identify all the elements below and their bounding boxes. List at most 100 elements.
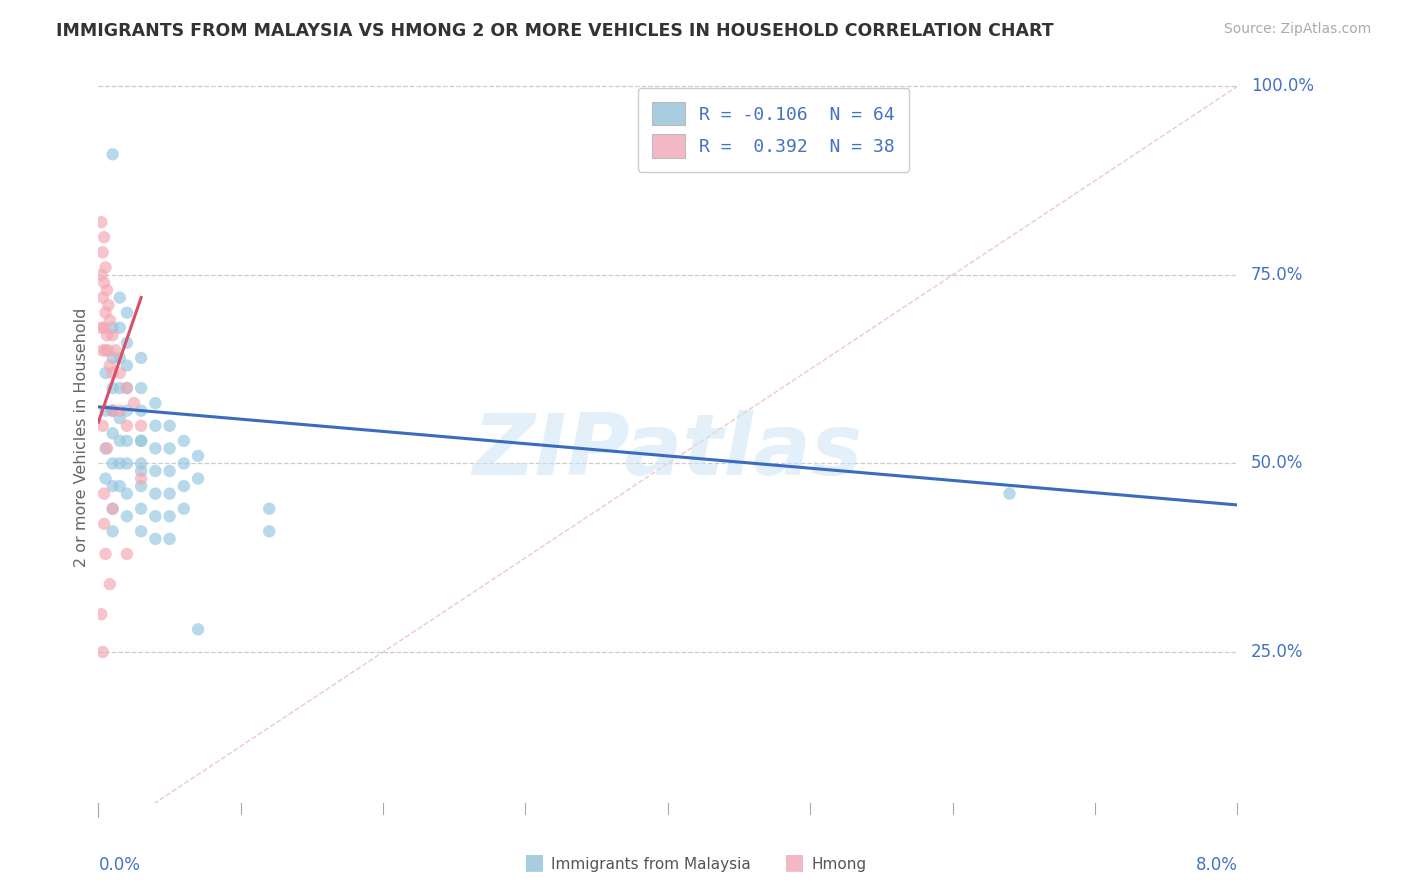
Text: IMMIGRANTS FROM MALAYSIA VS HMONG 2 OR MORE VEHICLES IN HOUSEHOLD CORRELATION CH: IMMIGRANTS FROM MALAYSIA VS HMONG 2 OR M… (56, 22, 1054, 40)
Point (93, 516, 115, 531)
Point (101, 479, 124, 493)
Text: 8.0%: 8.0% (1195, 855, 1237, 873)
Point (94, 343, 117, 358)
Point (108, 403, 131, 417)
Point (97, 298, 120, 312)
Point (90, 320, 112, 334)
Point (173, 501, 195, 516)
Point (104, 343, 127, 358)
Point (259, 501, 281, 516)
Point (94, 306, 117, 320)
Point (98, 577, 121, 591)
Point (115, 547, 138, 561)
Point (101, 320, 124, 334)
Point (115, 381, 138, 395)
Point (108, 479, 131, 493)
Point (93, 486, 115, 500)
Point (159, 509, 181, 524)
Point (108, 434, 131, 448)
Point (129, 501, 152, 516)
Point (108, 320, 131, 334)
Point (93, 276, 115, 290)
Point (115, 509, 138, 524)
Text: ZIPatlas: ZIPatlas (472, 410, 863, 493)
Point (101, 366, 124, 380)
Point (98, 359, 121, 373)
Point (91, 343, 114, 358)
Point (115, 403, 138, 417)
Point (159, 486, 181, 500)
Point (187, 471, 209, 485)
Point (145, 396, 167, 410)
Point (94, 471, 117, 485)
Point (129, 524, 152, 539)
Point (101, 501, 124, 516)
Point (96, 328, 118, 343)
Point (122, 396, 145, 410)
Point (115, 335, 138, 350)
Point (129, 403, 152, 417)
Point (173, 479, 195, 493)
Point (187, 623, 209, 637)
Point (94, 547, 117, 561)
Point (94, 442, 117, 456)
Point (187, 449, 209, 463)
Point (101, 328, 124, 343)
Point (115, 381, 138, 395)
Point (101, 351, 124, 365)
Point (129, 457, 152, 471)
Point (129, 479, 152, 493)
Point (101, 403, 124, 417)
Point (159, 464, 181, 478)
Point (159, 532, 181, 546)
Text: Immigrants from Malaysia: Immigrants from Malaysia (551, 857, 751, 872)
Point (145, 532, 167, 546)
Point (129, 418, 152, 433)
Text: 25.0%: 25.0% (1251, 643, 1303, 661)
Point (115, 418, 138, 433)
Point (101, 501, 124, 516)
Text: 2 or more Vehicles in Household: 2 or more Vehicles in Household (75, 308, 90, 566)
Point (259, 524, 281, 539)
Point (91, 245, 114, 260)
Point (145, 418, 167, 433)
Text: Hmong: Hmong (811, 857, 866, 872)
Point (173, 434, 195, 448)
Point (101, 147, 124, 161)
Point (159, 418, 181, 433)
Point (101, 524, 124, 539)
Point (101, 457, 124, 471)
Point (145, 442, 167, 456)
Point (90, 607, 112, 622)
Point (93, 320, 115, 334)
Point (159, 442, 181, 456)
Point (91, 418, 114, 433)
Point (108, 457, 131, 471)
Point (93, 230, 115, 244)
Point (97, 343, 120, 358)
Point (90, 268, 112, 282)
Point (129, 434, 152, 448)
Point (129, 434, 152, 448)
Point (115, 486, 138, 500)
Point (115, 359, 138, 373)
Point (145, 464, 167, 478)
Point (129, 471, 152, 485)
Point (108, 366, 131, 380)
Text: ■: ■ (524, 853, 544, 872)
Point (108, 351, 131, 365)
Point (94, 260, 117, 275)
Point (91, 645, 114, 659)
Text: 0.0%: 0.0% (98, 855, 141, 873)
Text: 50.0%: 50.0% (1251, 454, 1303, 473)
Point (101, 403, 124, 417)
Point (94, 366, 117, 380)
Text: 75.0%: 75.0% (1251, 266, 1303, 284)
Point (101, 381, 124, 395)
Point (94, 403, 117, 417)
Point (91, 291, 114, 305)
Text: ■: ■ (785, 853, 804, 872)
Point (108, 411, 131, 425)
Point (115, 434, 138, 448)
Point (173, 457, 195, 471)
